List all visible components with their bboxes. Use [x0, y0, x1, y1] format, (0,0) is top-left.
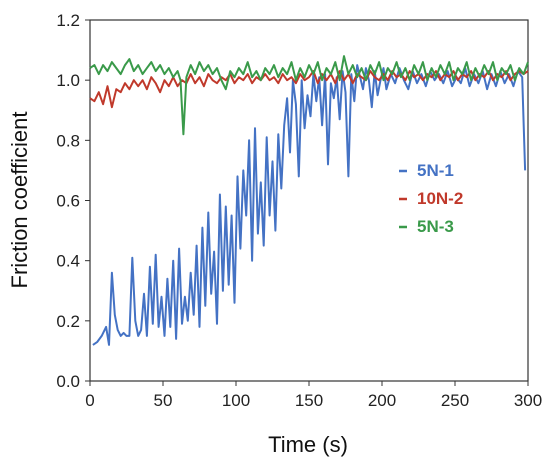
y-axis-ticks: 0.0 0.2 0.4 0.6 0.8 1.0 1.2	[56, 11, 90, 391]
y-tick-label: 0.0	[56, 372, 80, 391]
x-tick-label: 50	[154, 391, 173, 410]
y-tick-label: 0.6	[56, 192, 80, 211]
legend-label: 10N-2	[417, 189, 463, 208]
legend-label: 5N-3	[417, 217, 454, 236]
x-tick-label: 100	[222, 391, 250, 410]
x-tick-label: 250	[441, 391, 469, 410]
x-tick-label: 0	[85, 391, 94, 410]
x-tick-label: 150	[295, 391, 323, 410]
legend-label: 5N-1	[417, 161, 454, 180]
y-tick-label: 0.2	[56, 312, 80, 331]
x-tick-label: 200	[368, 391, 396, 410]
x-axis-title: Time (s)	[268, 432, 348, 457]
series-line-5n-3	[89, 55, 529, 136]
y-axis-title: Friction coefficient	[7, 112, 32, 289]
series-layer	[89, 55, 529, 346]
x-axis-ticks: 0 50 100 150 200 250 300	[85, 381, 542, 410]
y-tick-label: 0.8	[56, 131, 80, 150]
y-tick-label: 0.4	[56, 252, 80, 271]
x-tick-label: 300	[514, 391, 542, 410]
legend: 5N-1 10N-2 5N-3	[399, 161, 463, 236]
y-tick-label: 1.2	[56, 11, 80, 30]
y-tick-label: 1.0	[56, 71, 80, 90]
